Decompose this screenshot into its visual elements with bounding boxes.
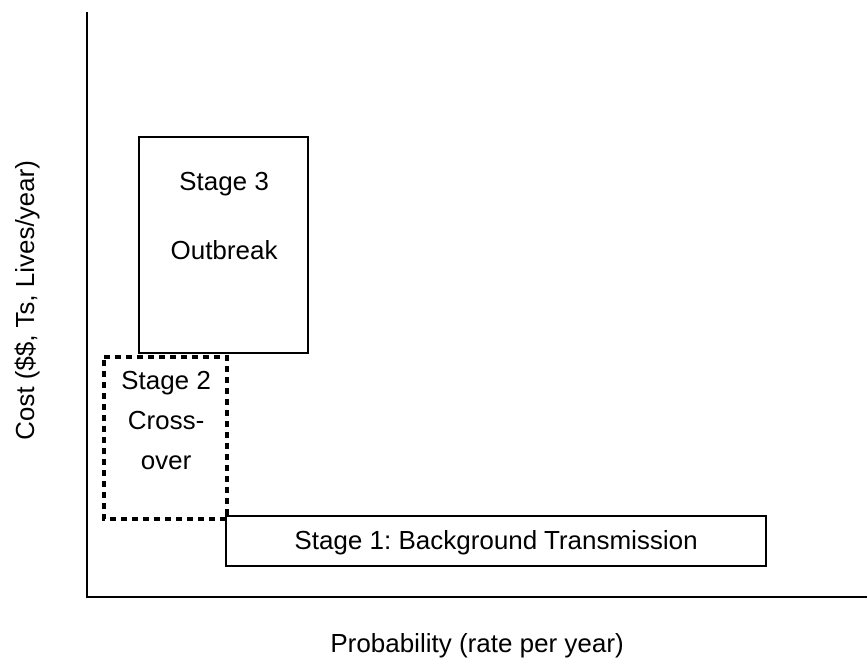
y-axis-label: Cost ($$, Ts, Lives/year) (10, 160, 40, 440)
node-label: over (141, 445, 192, 475)
stage1-box (225, 515, 767, 567)
node-label: Stage 2 (121, 365, 211, 395)
stage2-box (102, 355, 229, 521)
node-label: Stage 3 (179, 166, 269, 196)
node-label: Outbreak (171, 235, 279, 265)
stage3-box (138, 136, 309, 354)
node-label: Stage 1: Background Transmission (294, 525, 697, 555)
node-label: Cross- (128, 405, 205, 435)
x-axis-label: Probability (rate per year) (330, 628, 623, 658)
